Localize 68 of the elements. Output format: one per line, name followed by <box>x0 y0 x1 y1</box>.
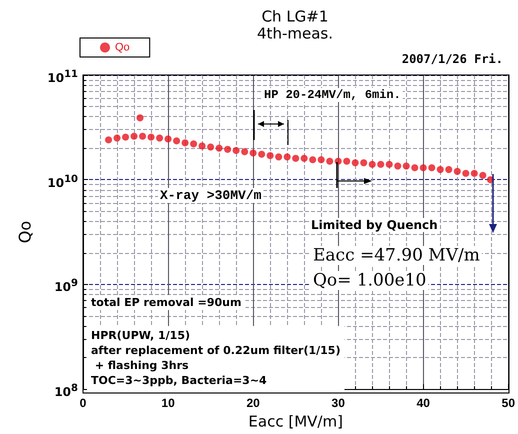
text: 2007/1/26 Fri. <box>402 52 503 66</box>
point <box>420 164 427 172</box>
point <box>479 172 486 179</box>
x-tick-label: 50 <box>502 396 516 410</box>
point <box>173 137 180 144</box>
point <box>309 156 316 164</box>
point <box>284 153 291 160</box>
x-tick-label: 40 <box>416 396 430 410</box>
point <box>190 140 198 148</box>
point <box>411 164 418 172</box>
point <box>326 158 334 165</box>
y-tick-label: 10$^{10}$ <box>47 172 78 191</box>
point <box>136 114 144 122</box>
y-tick-label: 10$^{11}$ <box>47 68 78 86</box>
y-axis-title: Qo <box>16 220 34 244</box>
point <box>275 153 282 160</box>
point <box>470 170 478 177</box>
point <box>250 149 257 156</box>
point <box>462 170 470 177</box>
point <box>343 158 350 165</box>
point <box>300 154 308 162</box>
point <box>216 144 223 152</box>
point <box>122 134 130 141</box>
point <box>445 166 452 174</box>
point <box>377 160 384 168</box>
point <box>360 159 368 166</box>
point <box>258 150 266 158</box>
point <box>386 160 393 168</box>
point <box>436 166 444 174</box>
point <box>232 147 240 154</box>
point <box>402 162 410 170</box>
annotation: HPR(UPW, 1/15) after replacement of 0.22um filter(1/15) + flashing 3hrs TOC=3~3ppb, Bacteria=3~4 <box>91 329 340 387</box>
chart-subtitle: 4th-meas. <box>257 24 333 42</box>
point <box>224 146 232 153</box>
point <box>241 148 248 156</box>
point <box>352 159 359 166</box>
point <box>428 164 436 172</box>
legend-label: Qo <box>115 42 130 54</box>
point <box>105 136 112 144</box>
annotation: total EP removal =90um <box>91 296 242 309</box>
x-tick-label: 30 <box>332 396 346 410</box>
annotation: X-ray >30MV/m <box>160 188 262 203</box>
point <box>207 144 214 151</box>
point <box>368 160 376 168</box>
point <box>114 134 121 142</box>
point <box>182 139 189 146</box>
annotation: Eacc =47.90 MV/m <box>313 246 480 266</box>
chart-title: Ch LG#1 <box>262 8 328 26</box>
y-tick-label: 10$^{9}$ <box>54 277 78 296</box>
point <box>139 132 146 140</box>
annotation: HP 20-24MV/m, 6min. <box>264 88 401 102</box>
y-tick-label: 10$^{8}$ <box>54 382 78 400</box>
x-tick-label: 0 <box>80 396 87 410</box>
annotation: Qo= 1.00e10 <box>313 270 426 290</box>
point <box>198 142 206 150</box>
x-axis-title: Eacc [MV/m] <box>248 412 343 430</box>
point <box>394 162 402 170</box>
annotation: Limited by Quench <box>311 218 438 232</box>
point <box>318 156 325 164</box>
point <box>454 168 461 175</box>
point <box>156 134 164 142</box>
x-tick-label: 20 <box>246 396 260 410</box>
point <box>164 135 172 142</box>
point <box>292 154 300 162</box>
point <box>130 132 138 140</box>
point <box>266 152 274 160</box>
x-tick-label: 10 <box>161 396 176 410</box>
point <box>148 134 155 141</box>
